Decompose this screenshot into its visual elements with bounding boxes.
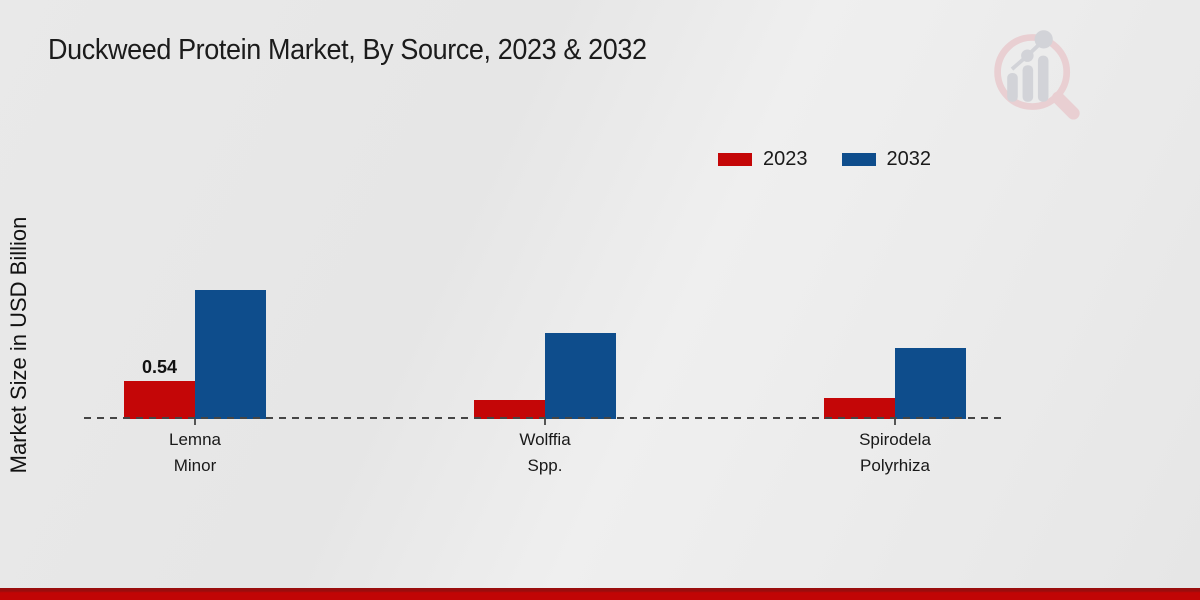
- bar-2032-spirodela-polyrhiza: [895, 348, 966, 419]
- legend-label-2032: 2032: [886, 148, 932, 170]
- legend-item-2023: 2023: [718, 148, 808, 171]
- magnifier-bar-chart-logo-icon: [994, 30, 1080, 120]
- footer-accent-bar: [0, 588, 1200, 600]
- legend-item-2032: 2032: [841, 148, 932, 171]
- legend-label-2023: 2023: [763, 148, 808, 170]
- bar-2023-wolffia-spp: [474, 400, 545, 419]
- bar-2023-lemna-minor: [124, 381, 195, 419]
- legend-swatch-2032: [841, 153, 876, 166]
- bar-2032-lemna-minor: [195, 290, 266, 419]
- x-axis-tick-wolffia-spp: [544, 419, 546, 425]
- x-axis-tick-lemna-minor: [194, 419, 196, 425]
- category-label-lemna-minor: Lemna Minor: [169, 430, 221, 475]
- category-label-wolffia-spp: Wolffia Spp.: [519, 430, 571, 475]
- category-label-spirodela-polyrhiza: Spirodela Polyrhiza: [859, 430, 931, 475]
- bar-value-label-2023-lemna-minor: 0.54: [141, 357, 178, 377]
- legend-swatch-2023: [718, 153, 752, 166]
- x-axis-baseline: [84, 417, 1007, 419]
- legend: 2023 2032: [718, 148, 931, 171]
- bar-2032-wolffia-spp: [545, 333, 616, 419]
- bar-2023-spirodela-polyrhiza: [824, 398, 895, 419]
- x-axis-tick-spirodela-polyrhiza: [894, 419, 896, 425]
- chart-title: Duckweed Protein Market, By Source, 2023…: [48, 34, 647, 66]
